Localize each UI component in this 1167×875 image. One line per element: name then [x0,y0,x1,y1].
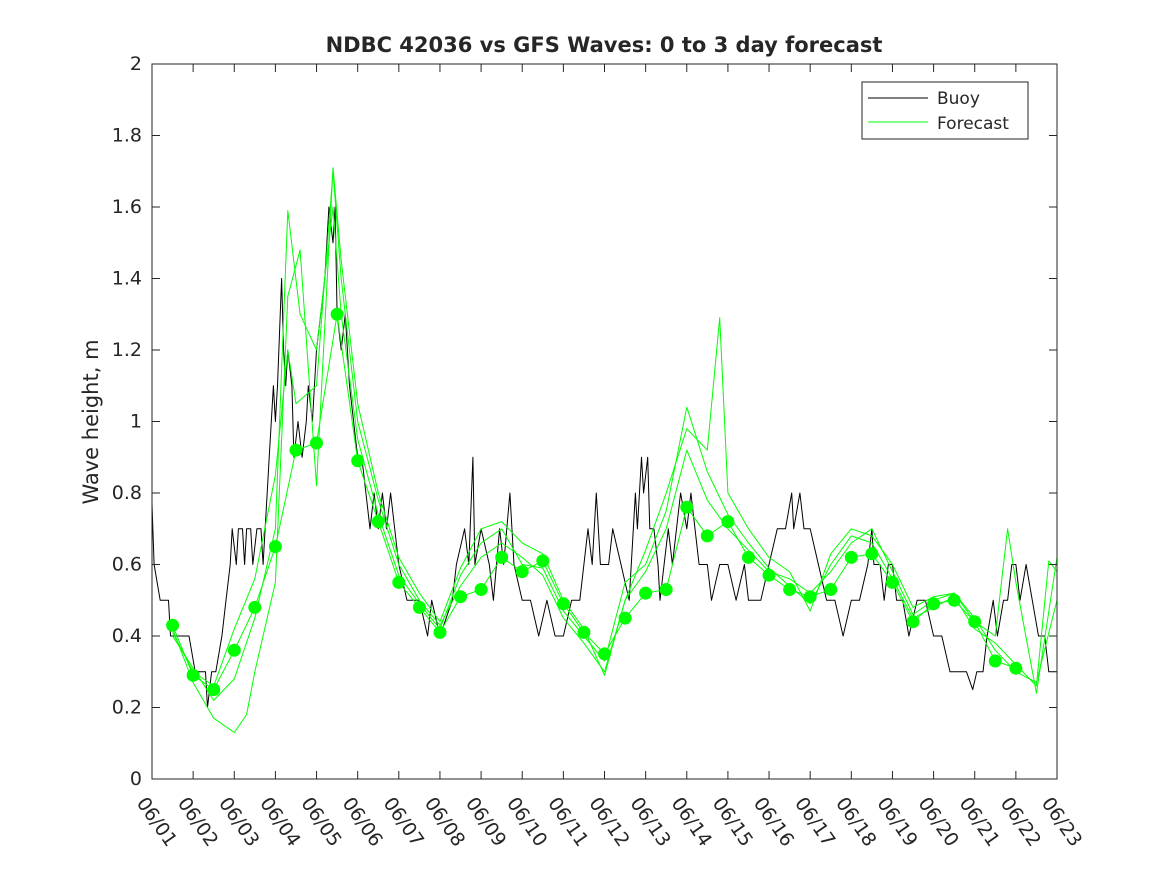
forecast-point [598,647,611,661]
forecast-point [865,547,879,561]
forecast-point [947,593,961,607]
forecast-point [762,568,776,582]
forecast-point [248,600,262,614]
forecast-point [639,586,653,600]
forecast-point [330,307,344,321]
y-tick-label: 1.6 [112,196,142,218]
forecast-point [207,683,221,697]
forecast-point [412,600,426,614]
forecast-point [515,565,529,579]
forecast-point [906,615,920,629]
forecast-point [844,550,858,564]
forecast-point [392,575,406,589]
forecast-point [474,583,488,596]
forecast-point [700,529,714,543]
legend: Buoy Forecast [861,81,1029,140]
series-line-forecast-lead-2 [172,206,1057,701]
legend-buoy-label: Buoy [937,89,980,109]
y-tick-label: 1.4 [112,268,142,290]
forecast-point [968,615,982,629]
forecast-point [927,597,941,611]
series-layer [152,167,1057,733]
y-tick-label: 0.8 [112,482,142,504]
forecast-point [742,550,755,564]
forecast-point [289,443,303,457]
forecast-point [783,583,797,596]
y-tick-label: 0.6 [112,554,142,576]
forecast-point [721,515,735,529]
y-tick-label: 2 [130,53,142,75]
forecast-point [454,590,467,604]
y-tick-label: 1 [130,411,142,433]
chart-title: NDBC 42036 vs GFS Waves: 0 to 3 day fore… [326,33,883,57]
y-tick-label: 0 [130,768,142,790]
series-line-forecast-lead-3 [172,167,1057,733]
forecast-point [803,590,817,604]
y-axis-label: Wave height, m [79,339,103,504]
forecast-point [371,515,385,529]
y-tick-label: 0.2 [112,697,142,719]
legend-box [861,81,1029,140]
forecast-point [680,500,694,514]
forecast-point [433,625,447,639]
forecast-point [268,540,282,554]
forecast-point [618,611,632,625]
series-line-forecast-lead-1 [172,170,1057,687]
forecast-point [186,668,200,682]
forecast-point [351,454,365,468]
series-line-buoy [152,206,1057,708]
forecast-point [659,583,673,596]
forecast-point [166,618,180,632]
forecast-point [310,436,323,450]
forecast-point [988,654,1002,668]
forecast-point [886,575,899,589]
forecast-point [495,550,509,564]
forecast-point [824,583,838,596]
y-tick-label: 1.2 [112,339,142,361]
forecast-point [556,597,570,611]
forecast-point [227,643,241,657]
forecast-point [1009,661,1023,675]
forecast-point [577,625,591,639]
forecast-point [536,554,550,568]
legend-forecast-label: Forecast [937,114,1009,134]
y-tick-label: 0.4 [112,625,142,647]
y-tick-label: 1.8 [112,125,142,147]
